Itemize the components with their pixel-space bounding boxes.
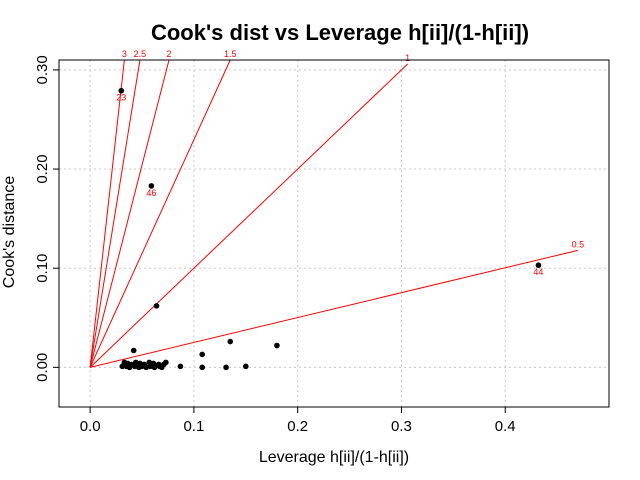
- data-point: [163, 359, 169, 366]
- data-point: [227, 338, 234, 345]
- data-point: [119, 363, 126, 370]
- contour-line: [89, 59, 170, 368]
- chart-title: Cook's dist vs Leverage h[ii]/(1-h[ii]): [151, 20, 529, 45]
- x-tick-label: 0.4: [495, 418, 516, 435]
- contour-line-label: 1.5: [224, 49, 237, 59]
- contour-line: [90, 249, 578, 368]
- y-axis-label: Cook's distance: [1, 176, 18, 289]
- points-layer: [118, 87, 542, 371]
- y-tick-label: 0.00: [34, 353, 51, 382]
- point-label: 46: [146, 188, 156, 198]
- contour-lines-layer: 3 2.5 2 1.5 1 0.5: [89, 49, 585, 368]
- data-point: [126, 364, 133, 371]
- contour-line-label: 0.5: [572, 239, 585, 249]
- point-label: 44: [533, 267, 543, 277]
- x-tick-label: 0.3: [391, 418, 412, 435]
- data-point: [153, 303, 160, 309]
- x-axis: 0.0 0.1 0.2 0.3 0.4: [80, 407, 516, 435]
- x-tick-label: 0.2: [287, 418, 308, 435]
- x-axis-label: Leverage h[ii]/(1-h[ii]): [259, 449, 409, 466]
- point-label: 23: [116, 93, 126, 103]
- plot-frame: [58, 59, 610, 408]
- data-point: [199, 351, 206, 358]
- contour-line: [89, 59, 125, 368]
- data-point: [199, 364, 206, 371]
- contour-line-label: 3: [122, 49, 127, 59]
- data-point: [223, 364, 229, 371]
- contour-line: [89, 59, 231, 368]
- contour-line-label: 2: [166, 49, 171, 59]
- y-tick-label: 0.10: [34, 254, 51, 283]
- data-point: [118, 87, 125, 94]
- y-tick-label: 0.30: [34, 55, 51, 84]
- data-point: [274, 342, 280, 349]
- contour-line: [89, 59, 141, 368]
- data-point: [177, 363, 184, 370]
- data-point: [151, 364, 158, 371]
- data-point: [130, 347, 137, 354]
- x-tick-label: 0.0: [80, 418, 101, 435]
- x-tick-label: 0.1: [183, 418, 204, 435]
- data-point: [242, 363, 249, 370]
- data-point: [148, 183, 155, 189]
- y-axis: 0.00 0.10 0.20 0.30: [34, 55, 59, 382]
- data-point: [158, 364, 165, 371]
- contour-line-label: 1: [405, 53, 410, 63]
- data-point: [535, 262, 542, 269]
- contour-line: [89, 63, 409, 368]
- contour-line-label: 2.5: [134, 49, 147, 59]
- point-labels-layer: 23 46 44: [116, 93, 543, 277]
- y-tick-label: 0.20: [34, 154, 51, 183]
